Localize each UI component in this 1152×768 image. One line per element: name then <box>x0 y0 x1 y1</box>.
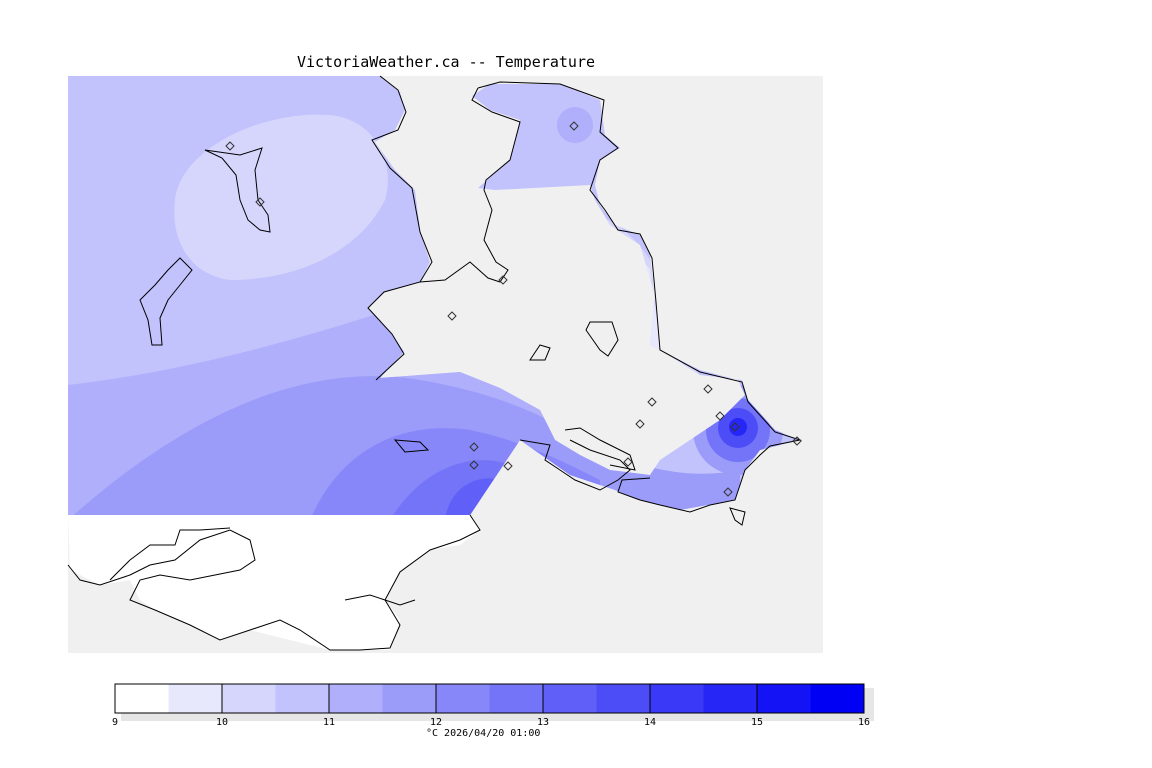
station-marker <box>723 487 733 497</box>
legend-swatch <box>596 684 650 713</box>
coastlines <box>67 75 802 651</box>
station-markers <box>225 121 802 497</box>
station-marker <box>569 121 579 131</box>
legend-swatch <box>703 684 757 713</box>
legend-caption: °C 2026/04/20 01:00 <box>426 728 541 739</box>
station-marker <box>715 411 725 421</box>
station-marker <box>225 141 235 151</box>
legend-swatch <box>650 684 704 713</box>
legend-swatch <box>489 684 543 713</box>
station-marker <box>635 419 645 429</box>
legend-swatch <box>168 684 222 713</box>
station-marker <box>255 197 265 207</box>
legend-tick-label: 10 <box>216 717 228 728</box>
station-marker <box>503 461 513 471</box>
station-marker <box>647 397 657 407</box>
legend-swatch <box>115 684 169 713</box>
legend-swatch <box>810 684 864 713</box>
legend-swatch <box>543 684 597 713</box>
station-marker <box>469 460 479 470</box>
legend-tick-label: 16 <box>858 717 870 728</box>
legend-tick-label: 14 <box>644 717 656 728</box>
station-marker <box>623 457 633 467</box>
legend-color-bar <box>114 683 874 721</box>
legend-tick-label: 9 <box>112 717 118 728</box>
legend-tick-label: 11 <box>323 717 335 728</box>
legend-tick-label: 15 <box>751 717 763 728</box>
legend-swatch <box>757 684 811 713</box>
station-marker <box>447 311 457 321</box>
station-marker <box>469 442 479 452</box>
legend-swatch <box>329 684 383 713</box>
legend-swatch <box>222 684 276 713</box>
legend-tick-label: 13 <box>537 717 549 728</box>
station-marker <box>703 384 713 394</box>
legend-tick-labels: 9 10 11 12 13 14 15 16 <box>112 717 870 728</box>
legend-swatch <box>436 684 490 713</box>
legend-swatch <box>275 684 329 713</box>
station-marker <box>792 436 802 446</box>
map-title: VictoriaWeather.ca -- Temperature <box>297 53 596 71</box>
station-marker <box>498 275 508 285</box>
legend-border <box>114 683 865 714</box>
legend-swatch <box>382 684 436 713</box>
unplotted-region <box>68 515 480 650</box>
station-marker <box>730 422 740 432</box>
legend-tick-label: 12 <box>430 717 442 728</box>
